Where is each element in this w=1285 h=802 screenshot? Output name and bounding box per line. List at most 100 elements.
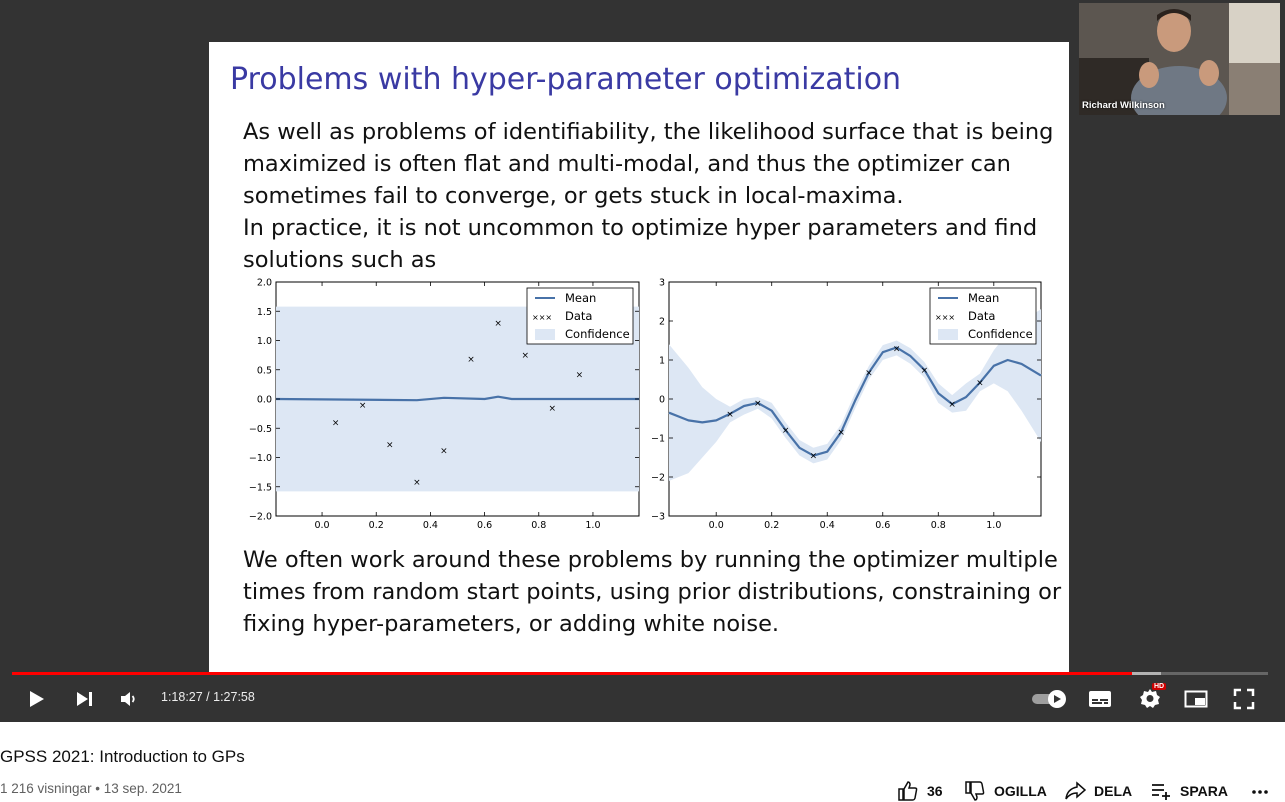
x-tick-label: 0.4 (820, 520, 835, 530)
data-point: × (494, 319, 502, 329)
slide-title: Problems with hyper-parameter optimizati… (230, 62, 902, 97)
miniplayer-button[interactable] (1182, 686, 1210, 712)
y-tick-label: −1.0 (249, 453, 272, 464)
legend-confidence-swatch (938, 329, 958, 340)
hd-badge: HD (1152, 683, 1167, 690)
subtitles-icon (1089, 691, 1111, 707)
y-tick-label: −3 (651, 512, 665, 523)
autoplay-toggle-icon (1032, 690, 1066, 708)
data-point: × (893, 344, 901, 354)
chart-flat-fit: ×××××××××× 2.01.51.00.50.0−0.5−1.0−1.5−2… (249, 278, 640, 530)
autoplay-toggle[interactable] (1030, 688, 1068, 710)
save-playlist-icon (1152, 784, 1170, 800)
subtitles-button[interactable] (1086, 686, 1114, 712)
more-icon (1252, 790, 1268, 794)
data-point: × (726, 410, 734, 420)
y-tick-label: 1 (659, 356, 665, 367)
data-point: × (413, 478, 421, 488)
data-point: × (549, 404, 557, 414)
thumbs-up-icon (898, 781, 918, 801)
settings-button[interactable]: HD (1133, 683, 1167, 714)
video-player[interactable]: Problems with hyper-parameter optimizati… (0, 0, 1285, 722)
y-tick-label: 3 (659, 278, 665, 289)
progress-played (12, 672, 1133, 675)
x-tick-label: 0.0 (709, 520, 724, 530)
y-tick-label: 2.0 (257, 278, 272, 289)
slide-line: maximized is often flat and multi-modal,… (243, 151, 1011, 177)
y-tick-label: −0.5 (249, 424, 272, 435)
y-tick-label: 0.0 (257, 395, 272, 406)
share-button[interactable]: DELA (1064, 780, 1132, 802)
participant-name: Richard Wilkinson (1082, 100, 1165, 111)
x-tick-label: 0.2 (764, 520, 779, 530)
share-icon (1065, 781, 1086, 800)
data-point: × (976, 379, 984, 389)
y-tick-label: 0 (659, 395, 665, 406)
slide-paragraph-1: As well as problems of identifiability, … (243, 116, 1053, 276)
mean-line (275, 395, 639, 402)
slide-paragraph-2: We often work around these problems by r… (243, 544, 1061, 640)
x-tick-label: 0.6 (477, 520, 492, 530)
data-point: × (521, 351, 529, 361)
video-meta: 1 216 visningar • 13 sep. 2021 (0, 781, 182, 796)
webcam-feed: Richard Wilkinson (1079, 3, 1280, 115)
data-point: × (837, 428, 845, 438)
play-button[interactable] (22, 686, 50, 712)
data-point: × (359, 401, 367, 411)
y-tick-label: 0.5 (257, 365, 272, 376)
data-point: × (865, 368, 873, 378)
data-point: × (810, 452, 818, 462)
y-tick-label: −2 (651, 473, 665, 484)
y-tick-label: −1.5 (249, 482, 272, 493)
data-point: × (948, 400, 956, 410)
thumbs-down-icon (965, 781, 985, 801)
x-tick-label: 0.2 (369, 520, 384, 530)
time-display: 1:18:27 / 1:27:58 (161, 690, 255, 704)
x-tick-label: 1.0 (986, 520, 1001, 530)
y-tick-label: −2.0 (249, 512, 272, 523)
dislike-label: OGILLA (994, 783, 1047, 799)
share-label: DELA (1094, 783, 1133, 799)
progress-bar[interactable] (12, 672, 1268, 675)
presentation-slide: Problems with hyper-parameter optimizati… (209, 42, 1069, 672)
x-tick-label: 0.4 (423, 520, 438, 530)
y-tick-label: 2 (659, 317, 665, 328)
like-button[interactable]: 36 (897, 780, 943, 802)
slide-line: In practice, it is not uncommon to optim… (243, 215, 1038, 241)
data-point: × (921, 366, 929, 376)
x-tick-label: 0.8 (531, 520, 546, 530)
dislike-button[interactable]: OGILLA (964, 780, 1047, 802)
mean-line (668, 346, 1042, 457)
slide-line: times from random start points, using pr… (243, 579, 1062, 605)
data-point: × (754, 399, 762, 409)
fullscreen-icon (1233, 688, 1255, 710)
slide-line: solutions such as (243, 247, 437, 273)
volume-icon (121, 692, 135, 706)
video-info: GPSS 2021: Introduction to GPs 1 216 vis… (0, 722, 1285, 801)
x-tick-label: 0.8 (931, 520, 946, 530)
fullscreen-button[interactable] (1230, 686, 1258, 712)
legend-confidence-swatch (535, 329, 555, 340)
x-tick-label: 0.6 (875, 520, 890, 530)
slide-line: sometimes fail to converge, or gets stuc… (243, 183, 904, 209)
next-button[interactable] (70, 686, 98, 712)
legend-label-confidence: Confidence (565, 327, 630, 341)
legend-label-confidence: Confidence (968, 327, 1033, 341)
data-point: × (576, 370, 584, 380)
legend-label-mean: Mean (968, 291, 999, 305)
legend-label-data: Data (565, 309, 592, 323)
y-tick-label: 1.5 (257, 307, 272, 318)
play-icon (30, 691, 44, 707)
data-point: × (386, 441, 394, 451)
save-button[interactable]: SPARA (1150, 780, 1228, 802)
settings-icon (1140, 689, 1160, 708)
slide-line: As well as problems of identifiability, … (243, 119, 1054, 145)
presenter-video (1079, 3, 1280, 115)
legend-data-swatch: ××× (935, 313, 955, 322)
confidence-band (669, 309, 1041, 481)
more-actions-button[interactable] (1250, 780, 1270, 800)
mute-button[interactable] (115, 686, 143, 712)
slide-line: We often work around these problems by r… (243, 547, 1058, 573)
video-title: GPSS 2021: Introduction to GPs (0, 747, 245, 766)
